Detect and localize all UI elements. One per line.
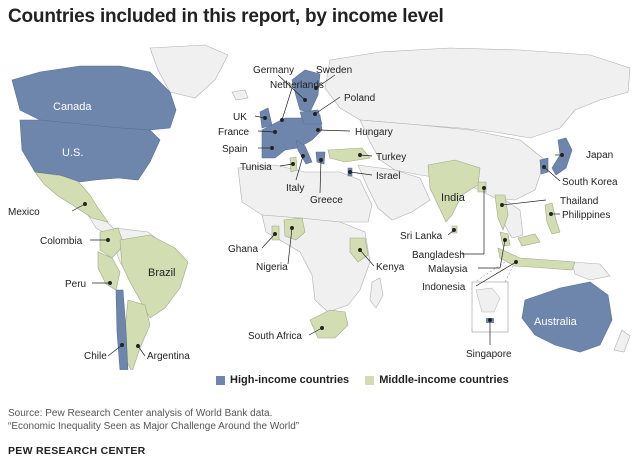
brazil-shape: [119, 234, 189, 319]
world-map: Canada U.S. Mexico Colombia Brazil Peru …: [8, 44, 631, 370]
label-greece: Greece: [310, 195, 343, 206]
map-title: Countries included in this report, by in…: [8, 6, 444, 27]
label-sri-lanka: Sri Lanka: [400, 231, 443, 242]
label-singapore: Singapore: [466, 349, 512, 360]
label-indonesia: Indonesia: [422, 282, 466, 293]
map-legend: High-income countries Middle-income coun…: [216, 374, 525, 386]
label-philippines: Philippines: [562, 210, 610, 221]
leader-lines: [71, 74, 564, 357]
high-income-countries: [11, 65, 613, 370]
western-europe-shape: [261, 114, 323, 159]
label-spain: Spain: [222, 144, 248, 155]
greece-shape: [315, 151, 326, 165]
colombia-shape: [99, 227, 125, 259]
label-germany: Germany: [253, 65, 294, 76]
label-malaysia: Malaysia: [428, 264, 468, 275]
label-italy: Italy: [286, 183, 304, 194]
label-uk: UK: [233, 112, 247, 123]
north-africa: [237, 164, 373, 223]
label-australia: Australia: [534, 316, 578, 328]
label-brazil: Brazil: [148, 267, 176, 279]
label-canada: Canada: [53, 101, 92, 113]
label-tunisia: Tunisia: [240, 162, 272, 173]
other-land: [87, 44, 631, 353]
country-labels: Canada U.S. Mexico Colombia Brazil Peru …: [8, 65, 618, 362]
singapore-inset: [471, 261, 516, 333]
chile-shape: [115, 289, 129, 370]
madagascar: [369, 277, 384, 309]
label-japan: Japan: [586, 150, 613, 161]
label-kenya: Kenya: [376, 262, 405, 273]
legend-middle-income: Middle-income countries: [365, 374, 509, 386]
us-shape: [19, 119, 161, 183]
label-hungary: Hungary: [355, 127, 393, 138]
label-mexico: Mexico: [8, 207, 40, 218]
label-argentina: Argentina: [147, 351, 190, 362]
turkey-shape: [327, 147, 371, 163]
label-netherlands: Netherlands: [270, 80, 324, 91]
label-turkey: Turkey: [376, 152, 406, 163]
label-poland: Poland: [344, 93, 375, 104]
organization-name: PEW RESEARCH CENTER: [8, 445, 146, 457]
scandinavia-shape: [291, 69, 321, 113]
report-line: “Economic Inequality Seen as Major Chall…: [8, 421, 300, 432]
central-africa: [261, 214, 371, 313]
label-israel: Israel: [376, 171, 400, 182]
middle-income-swatch: [365, 375, 375, 385]
label-france: France: [218, 127, 250, 138]
central-asia-china: [359, 119, 546, 201]
greenland: [149, 44, 229, 99]
label-nigeria: Nigeria: [256, 262, 288, 273]
south-africa-shape: [309, 309, 349, 339]
italy-shape: [295, 139, 313, 165]
high-income-swatch: [216, 375, 225, 385]
label-colombia: Colombia: [40, 236, 83, 247]
middle-east: [357, 164, 431, 221]
mexico-shape: [34, 171, 109, 223]
label-ghana: Ghana: [228, 244, 258, 255]
label-us: U.S.: [62, 147, 83, 159]
thailand-shape: [494, 194, 509, 231]
label-bangladesh: Bangladesh: [412, 250, 465, 261]
label-india: India: [441, 192, 466, 204]
source-line: Source: Pew Research Center analysis of …: [8, 408, 273, 419]
legend-high-label: High-income countries: [230, 374, 350, 386]
nigeria-shape: [283, 217, 306, 241]
label-thailand: Thailand: [560, 196, 598, 207]
iceland: [231, 89, 249, 101]
philippines-shape: [544, 202, 561, 235]
india-shape: [427, 159, 481, 223]
png: [571, 261, 611, 281]
label-sweden: Sweden: [316, 65, 352, 76]
australia-shape: [521, 281, 613, 353]
malaysia-shape: [499, 231, 541, 247]
label-south-korea: South Korea: [562, 177, 618, 188]
poland-shape: [299, 109, 323, 125]
legend-high-income: High-income countries: [216, 374, 349, 386]
legend-middle-label: Middle-income countries: [379, 374, 509, 386]
label-peru: Peru: [65, 279, 86, 290]
label-south-africa: South Africa: [248, 331, 302, 342]
nz: [613, 329, 631, 353]
label-chile: Chile: [84, 351, 107, 362]
source-note: Source: Pew Research Center analysis of …: [8, 407, 299, 433]
indonesia-shape: [497, 247, 576, 271]
middle-income-countries: [34, 147, 576, 370]
